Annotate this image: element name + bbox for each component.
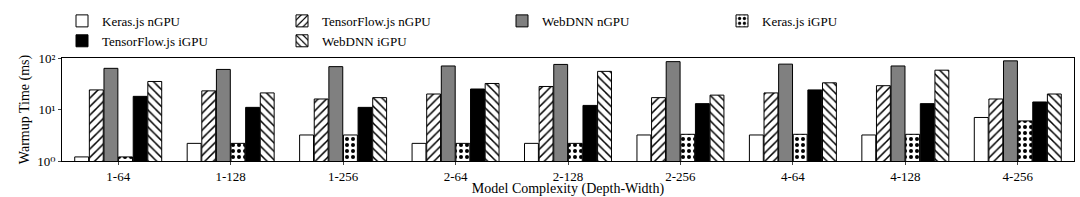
svg-text:Warmup Time (ms): Warmup Time (ms) — [17, 55, 33, 165]
svg-text:4-256: 4-256 — [1003, 169, 1034, 184]
svg-text:1-256: 1-256 — [328, 169, 359, 184]
svg-text:10⁰: 10⁰ — [37, 154, 55, 169]
svg-text:2-256: 2-256 — [665, 169, 696, 184]
svg-text:1-64: 1-64 — [106, 169, 130, 184]
svg-text:2-128: 2-128 — [553, 169, 583, 184]
svg-text:TensorFlow.js iGPU: TensorFlow.js iGPU — [102, 34, 208, 49]
svg-text:1-128: 1-128 — [215, 169, 245, 184]
svg-text:TensorFlow.js nGPU: TensorFlow.js nGPU — [322, 14, 431, 29]
svg-text:WebDNN iGPU: WebDNN iGPU — [322, 34, 407, 49]
svg-text:2-64: 2-64 — [444, 169, 468, 184]
svg-text:Keras.js iGPU: Keras.js iGPU — [762, 14, 838, 29]
svg-text:WebDNN nGPU: WebDNN nGPU — [542, 14, 630, 29]
svg-text:Keras.js nGPU: Keras.js nGPU — [102, 14, 181, 29]
svg-text:Model Complexity (Depth-Width): Model Complexity (Depth-Width) — [472, 181, 665, 197]
svg-text:10¹: 10¹ — [38, 102, 55, 117]
svg-text:4-64: 4-64 — [781, 169, 805, 184]
svg-text:10²: 10² — [38, 51, 55, 66]
svg-text:4-128: 4-128 — [890, 169, 920, 184]
